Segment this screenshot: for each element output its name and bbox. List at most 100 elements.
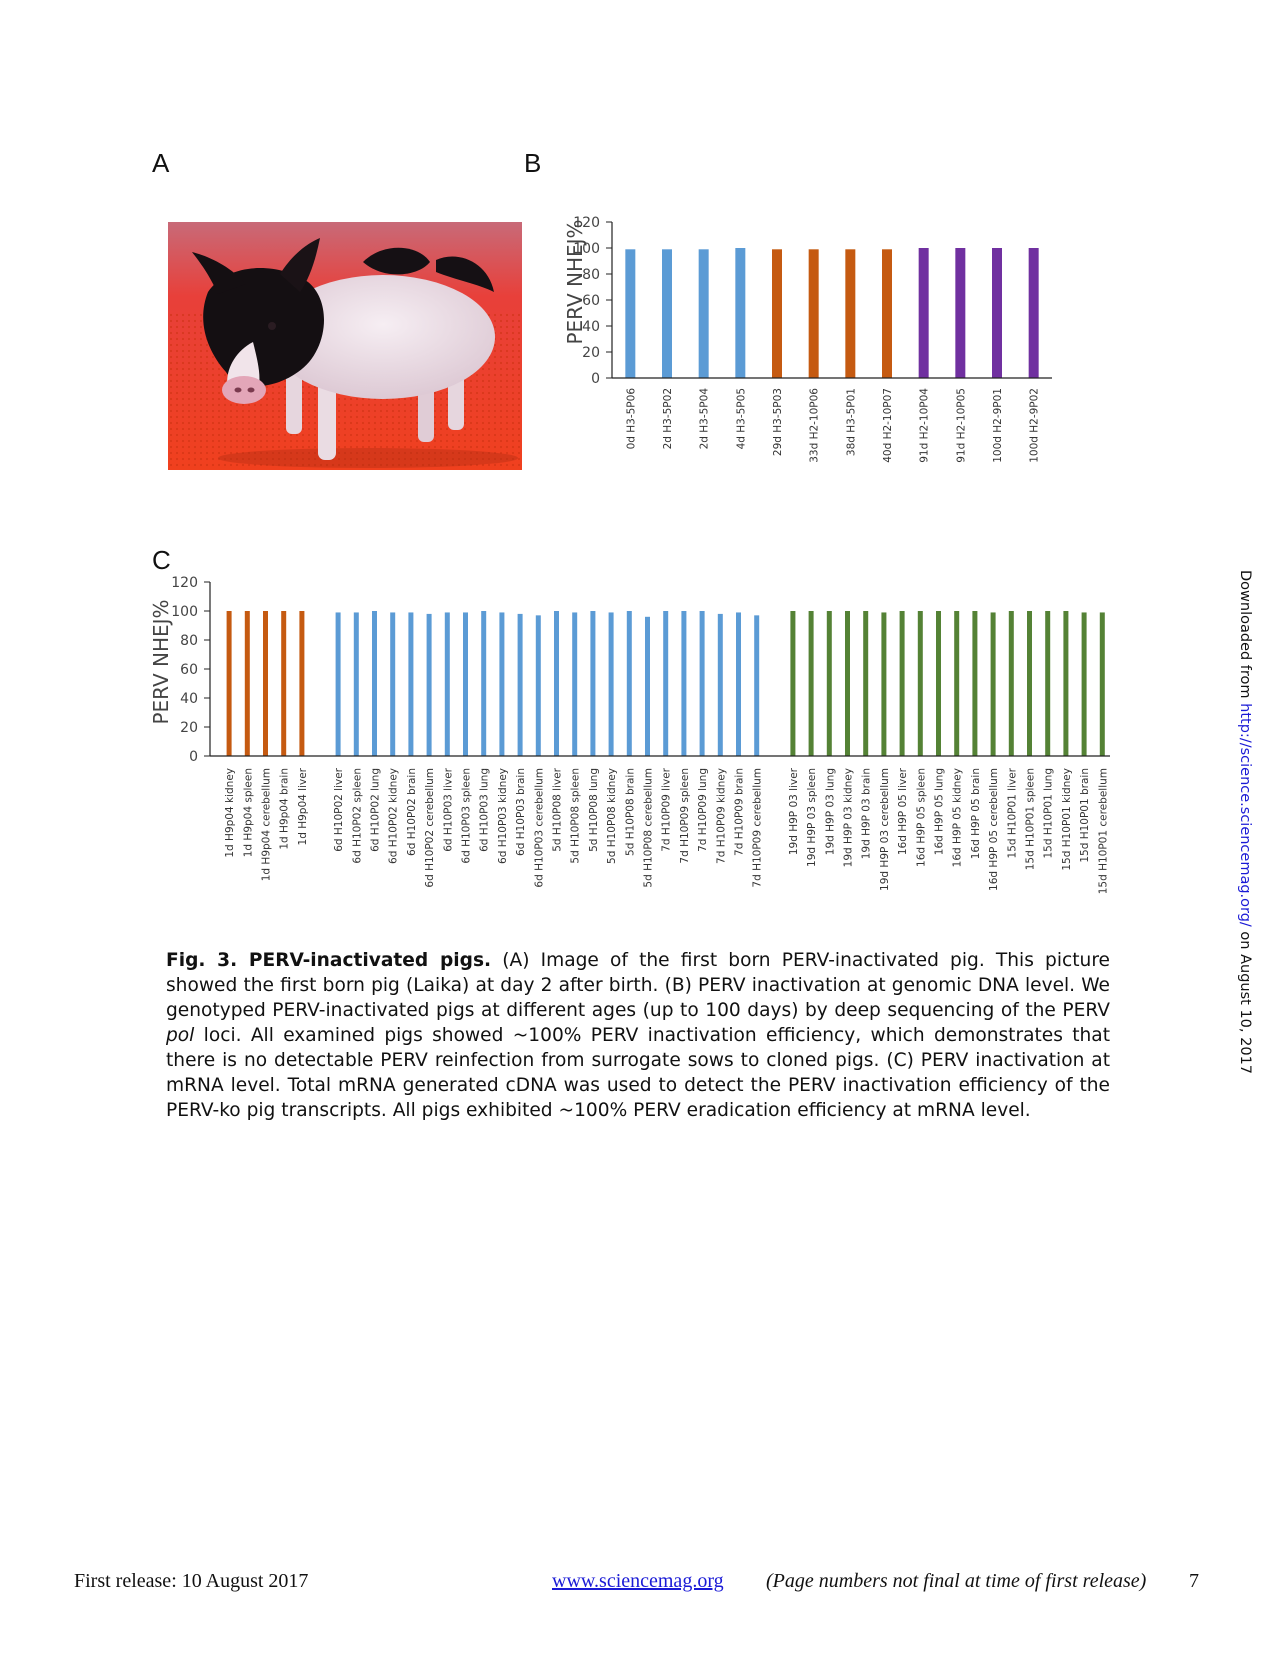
chart-c-category-label: 6d H10P03 spleen [461, 768, 473, 864]
chart-c-category-label: 6d H10P02 spleen [351, 768, 363, 864]
panel-label-b: B [524, 148, 542, 178]
page-footer: First release: 10 August 2017 www.scienc… [74, 1570, 1204, 1600]
chart-c-category-label: 15d H10P01 cerebellum [1097, 768, 1109, 894]
chart-c-bar [463, 612, 468, 756]
chart-c-bar [353, 612, 359, 756]
chart-c-category-label: 19d H9P 03 lung [824, 768, 836, 855]
chart-c-category: 1d H9p04 brain [279, 768, 291, 850]
side-note-suffix: on August 10, 2017 [1237, 926, 1253, 1075]
chart-b-category: 91d H2-10P04 [919, 388, 931, 463]
chart-c-category: 6d H10P02 spleen [351, 768, 363, 864]
chart-b-category-label: 0d H3-5P06 [625, 388, 637, 450]
chart-c-category: 5d H10P08 kidney [606, 768, 618, 864]
chart-c-bar [681, 611, 687, 756]
chart-c-bar [972, 611, 978, 756]
chart-c-category: 6d H10P02 kidney [388, 768, 400, 864]
chart-c-category-label: 7d H10P09 lung [697, 768, 709, 852]
side-note-link[interactable]: http://science.sciencemag.org/ [1237, 703, 1253, 927]
chart-c-category-label: 6d H10P02 liver [333, 767, 345, 851]
footer-note: (Page numbers not final at time of first… [766, 1570, 1147, 1592]
chart-c-category: 5d H10P08 lung [588, 768, 600, 852]
chart-b-category-label: 100d H2-9P02 [1029, 388, 1041, 463]
chart-c-category-label: 7d H10P09 spleen [679, 768, 691, 864]
chart-c-category: 19d H9P 03 spleen [806, 768, 818, 867]
chart-c-bar [554, 611, 559, 756]
chart-c-category-label: 5d H10P08 kidney [606, 768, 618, 864]
chart-c-category: 6d H10P03 cerebellum [533, 768, 545, 888]
caption-text-part2: loci. All examined pigs showed ~100% PER… [166, 1025, 1110, 1121]
chart-c-category-label: 19d H9P 03 brain [861, 768, 873, 859]
chart-b-ytick-label: 0 [591, 371, 600, 387]
chart-c-category-label: 1d H9p04 liver [297, 767, 309, 845]
chart-c-category: 19d H9P 03 kidney [843, 768, 855, 867]
chart-c-bar [608, 612, 614, 756]
chart-c-bar [517, 613, 523, 756]
footer-link[interactable]: www.sciencemag.org [552, 1570, 724, 1592]
chart-c-bar [1008, 611, 1014, 756]
chart-b-category-label: 91d H2-10P05 [955, 388, 967, 463]
chart-c-category-label: 6d H10P03 liver [442, 767, 454, 851]
chart-b-category: 0d H3-5P06 [625, 388, 637, 450]
chart-b-category-label: 91d H2-10P04 [919, 388, 931, 463]
chart-c-bar [426, 613, 432, 756]
chart-c-bar [335, 612, 341, 756]
chart-c-ytick-label: 0 [189, 749, 198, 765]
chart-b-category: 4d H3-5P05 [735, 388, 747, 449]
chart-c-bar [1063, 611, 1069, 756]
chart-c-category: 7d H10P09 kidney [715, 768, 727, 864]
download-side-note: Downloaded from http://science.sciencema… [1237, 570, 1253, 1074]
chart-b-category: 91d H2-10P05 [955, 388, 967, 463]
side-note-prefix: Downloaded from [1237, 570, 1253, 704]
chart-c-category-label: 7d H10P09 kidney [715, 768, 727, 864]
chart-c-bar [936, 611, 941, 756]
chart-c-category-label: 5d H10P08 spleen [570, 768, 582, 864]
chart-c-bar [990, 612, 996, 756]
chart-c-category-label: 6d H10P02 brain [406, 768, 418, 856]
chart-b-category-label: 2d H3-5P04 [699, 388, 711, 450]
chart-c-category: 1d H9p04 cerebellum [261, 768, 273, 881]
chart-b-ytick-label: 40 [582, 319, 600, 335]
chart-c-bar [863, 611, 869, 756]
chart-b-category-label: 4d H3-5P05 [735, 388, 747, 449]
chart-c-category-label: 15d H10P01 kidney [1061, 768, 1073, 871]
chart-c-bar [808, 611, 814, 756]
chart-c-bar [881, 612, 887, 756]
chart-c-category: 15d H10P01 spleen [1025, 768, 1037, 870]
chart-c-category: 6d H10P03 brain [515, 768, 527, 856]
chart-c-category-label: 15d H10P01 spleen [1025, 768, 1037, 870]
chart-c-category: 6d H10P02 cerebellum [424, 768, 436, 888]
panel-label-a: A [152, 148, 170, 178]
chart-c-bar [590, 611, 596, 756]
chart-c-category-label: 16d H9P 05 kidney [952, 768, 964, 867]
chart-c-bar [790, 611, 796, 756]
chart-b-category: 2d H3-5P04 [699, 388, 711, 450]
chart-b-bar [662, 249, 672, 378]
chart-b-bar [918, 248, 929, 378]
chart-c-bar [281, 611, 287, 756]
chart-c-category-label: 19d H9P 03 liver [788, 767, 800, 855]
chart-b-ytick-label: 120 [573, 215, 600, 231]
chart-b-bar [735, 248, 746, 378]
chart-c-category: 6d H10P03 liver [442, 767, 454, 851]
chart-c-category-label: 6d H10P02 cerebellum [424, 768, 436, 888]
chart-c-category: 1d H9p04 kidney [224, 768, 236, 858]
chart-b-category-label: 38d H3-5P01 [845, 388, 857, 456]
chart-c-category: 5d H10P08 cerebellum [643, 768, 655, 888]
chart-c-bar [1045, 611, 1051, 756]
chart-c-bar [1027, 611, 1032, 756]
chart-c-category: 7d H10P09 spleen [679, 768, 691, 864]
chart-c-category-label: 7d H10P09 cerebellum [752, 768, 764, 888]
chart-b: PERV NHEJ% 0 20 40 60 80 100 120 0d H3-5P06 2d … [563, 215, 1052, 463]
chart-c-category-label: 1d H9p04 cerebellum [261, 768, 273, 881]
caption-text-part1: (A) Image of the first born PERV-inactiv… [166, 950, 1110, 1021]
chart-c-category: 19d H9P 03 brain [861, 768, 873, 859]
chart-b-bar [808, 249, 819, 378]
chart-c-category-label: 5d H10P08 lung [588, 768, 600, 852]
chart-c-category: 7d H10P09 liver [661, 767, 673, 851]
chart-c-ytick-label: 20 [180, 720, 198, 736]
chart-c-category: 5d H10P08 liver [552, 767, 564, 851]
chart-c-ytick-label: 120 [171, 575, 198, 591]
chart-b-category: 29d H3-5P03 [772, 388, 784, 456]
chart-c-bar [663, 611, 669, 756]
chart-c-bar [572, 612, 578, 756]
